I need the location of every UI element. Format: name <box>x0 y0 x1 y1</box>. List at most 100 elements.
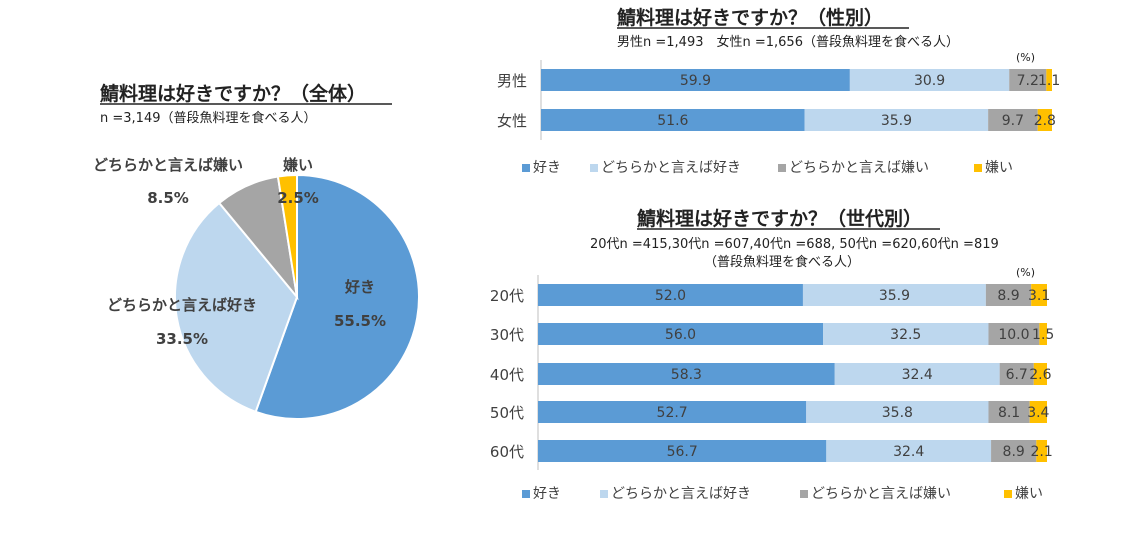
bar-seg-1-4 <box>1031 284 1047 306</box>
bar-seg-1-1 <box>538 284 803 306</box>
pie-label-4: 嫌い <box>282 156 313 174</box>
data-label-2-3: 10.0 <box>998 327 1029 343</box>
pie-value-1: 55.5% <box>334 312 386 330</box>
category-label-5: 60代 <box>490 443 524 461</box>
data-label-3-1: 58.3 <box>671 367 702 383</box>
pie-value-4: 2.5% <box>277 189 319 207</box>
data-label-2-3: 9.7 <box>1002 113 1024 129</box>
bar-seg-1-4 <box>1046 69 1052 91</box>
data-label-1-3: 7.2 <box>1017 73 1039 89</box>
data-label-5-1: 56.7 <box>667 444 698 460</box>
data-label-1-1: 59.9 <box>680 73 711 89</box>
bar-seg-2-1 <box>541 109 805 131</box>
pie-value-3: 8.5% <box>147 189 189 207</box>
bar-seg-4-1 <box>538 401 807 423</box>
pie-slice-1 <box>254 173 420 420</box>
pie-subtitle: n =3,149（普段魚料理を食べる人） <box>100 110 316 126</box>
data-label-2-4: 2.8 <box>1034 113 1056 129</box>
data-label-4-2: 35.8 <box>882 405 913 421</box>
data-label-5-3: 8.9 <box>1003 444 1025 460</box>
age-subtitle: 20代n =415,30代n =607,40代n =688, 50代n =620… <box>590 237 999 252</box>
data-label-2-2: 35.9 <box>881 113 912 129</box>
pie-slice-4 <box>276 173 298 298</box>
bar-seg-4-4 <box>1029 401 1047 423</box>
bar-seg-2-1 <box>538 323 824 345</box>
bar-chart-age: 鯖料理は好きですか？（世代別） 20代n =415,30代n =607,40代n… <box>490 207 1054 502</box>
age-subtitle-2: （普段魚料理を食べる人） <box>704 254 860 270</box>
bar-seg-3-4 <box>1033 363 1047 385</box>
data-label-4-3: 8.1 <box>998 405 1020 421</box>
bar-seg-2-4 <box>1037 109 1052 131</box>
legend-swatch-4 <box>974 164 982 172</box>
pie-slice-2 <box>174 201 299 414</box>
legend-swatch-1 <box>522 490 530 498</box>
pie-chart-overall: 鯖料理は好きですか？（全体） n =3,149（普段魚料理を食べる人） 好き 55… <box>93 82 420 420</box>
gender-unit-label: (%) <box>1016 51 1035 64</box>
data-label-1-4: 1.1 <box>1038 73 1060 89</box>
bar-seg-3-3 <box>999 363 1034 385</box>
bar-seg-1-2 <box>802 284 986 306</box>
legend-label-1: 好き <box>533 160 561 176</box>
legend-label-2: どちらかと言えば好き <box>601 160 741 176</box>
legend-label-1: 好き <box>533 486 561 502</box>
data-label-3-4: 2.6 <box>1029 367 1051 383</box>
bar-seg-3-1 <box>538 363 835 385</box>
gender-subtitle: 男性n =1,493 女性n =1,656（普段魚料理を食べる人） <box>617 34 959 50</box>
data-label-3-3: 6.7 <box>1006 367 1028 383</box>
category-label-2: 30代 <box>490 326 524 344</box>
data-label-3-2: 32.4 <box>902 367 933 383</box>
pie-label-3: どちらかと言えば嫌い <box>93 156 243 174</box>
bar-seg-3-2 <box>834 363 1000 385</box>
data-label-2-1: 56.0 <box>665 327 696 343</box>
age-title: 鯖料理は好きですか？（世代別） <box>636 207 922 230</box>
category-label-1: 20代 <box>490 287 524 305</box>
pie-title: 鯖料理は好きですか？（全体） <box>99 82 366 105</box>
legend-label-3: どちらかと言えば嫌い <box>789 160 929 176</box>
bar-seg-4-3 <box>988 401 1030 423</box>
bar-seg-1-1 <box>541 69 850 91</box>
data-label-2-1: 51.6 <box>657 113 688 129</box>
bar-chart-gender: 鯖料理は好きですか？（性別） 男性n =1,493 女性n =1,656（普段魚… <box>497 6 1060 176</box>
category-label-2: 女性 <box>497 112 527 130</box>
legend-label-3: どちらかと言えば嫌い <box>811 486 951 502</box>
legend-label-4: 嫌い <box>985 160 1013 176</box>
bar-seg-5-1 <box>538 440 827 462</box>
legend-swatch-2 <box>600 490 608 498</box>
data-label-1-2: 30.9 <box>914 73 945 89</box>
pie-value-2: 33.5% <box>156 330 208 348</box>
data-label-1-2: 35.9 <box>879 288 910 304</box>
category-label-4: 50代 <box>490 404 524 422</box>
legend-swatch-3 <box>778 164 786 172</box>
legend-swatch-1 <box>522 164 530 172</box>
bar-seg-2-4 <box>1039 323 1047 345</box>
age-unit-label: (%) <box>1016 266 1035 279</box>
bar-seg-5-3 <box>991 440 1037 462</box>
data-label-4-1: 52.7 <box>657 405 688 421</box>
data-label-4-4: 3.4 <box>1027 405 1049 421</box>
bar-seg-2-3 <box>988 109 1038 131</box>
data-label-5-2: 32.4 <box>893 444 924 460</box>
data-label-1-1: 52.0 <box>655 288 686 304</box>
legend-swatch-3 <box>800 490 808 498</box>
gender-title: 鯖料理は好きですか？（性別） <box>616 6 883 29</box>
data-label-5-4: 2.1 <box>1031 444 1053 460</box>
bar-seg-5-2 <box>826 440 992 462</box>
bar-seg-1-2 <box>849 69 1010 91</box>
category-label-1: 男性 <box>497 72 527 90</box>
data-label-2-2: 32.5 <box>890 327 921 343</box>
bar-seg-1-3 <box>1009 69 1047 91</box>
legend-label-2: どちらかと言えば好き <box>611 486 751 502</box>
category-label-3: 40代 <box>490 366 524 384</box>
bar-seg-4-2 <box>806 401 989 423</box>
bar-seg-2-2 <box>823 323 989 345</box>
bar-seg-1-3 <box>985 284 1032 306</box>
pie-label-2: どちらかと言えば好き <box>107 296 257 314</box>
data-label-2-4: 1.5 <box>1032 327 1054 343</box>
bar-seg-2-2 <box>804 109 989 131</box>
legend-swatch-2 <box>590 164 598 172</box>
bar-seg-2-3 <box>988 323 1040 345</box>
pie-label-1: 好き <box>344 278 375 296</box>
data-label-1-4: 3.1 <box>1028 288 1050 304</box>
legend-label-4: 嫌い <box>1015 486 1043 502</box>
